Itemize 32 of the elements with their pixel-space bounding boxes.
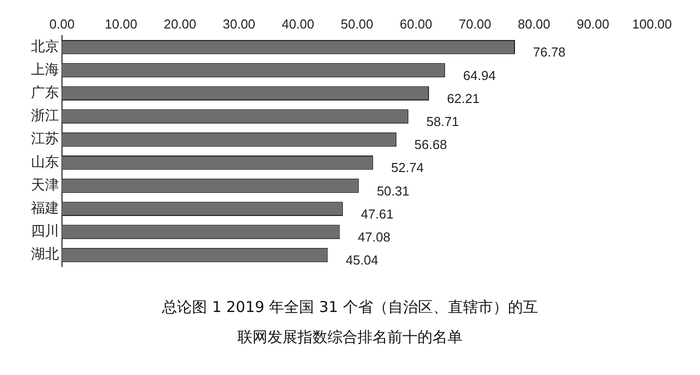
x-tick-label: 10.00 [104, 16, 138, 32]
y-tick-label: 上海 [31, 62, 59, 78]
x-tick-label: 100.00 [632, 16, 672, 32]
data-label: 62.21 [447, 90, 480, 106]
y-tick-label: 湖北 [31, 246, 59, 263]
y-tick-label: 福建 [31, 200, 59, 216]
x-tick-label: 50.00 [340, 16, 374, 32]
x-tick-label: 60.00 [400, 16, 432, 32]
y-tick-label: 四川 [31, 224, 59, 240]
data-label: 47.08 [358, 230, 390, 245]
y-tick-label: 北京 [31, 38, 59, 55]
x-tick-label: 70.00 [458, 16, 492, 32]
x-tick-label: 80.00 [518, 16, 550, 32]
x-tick-label: 0.00 [49, 16, 75, 32]
data-label: 47.61 [360, 206, 394, 222]
data-label: 45.04 [346, 252, 378, 268]
data-label: 58.71 [426, 114, 459, 130]
y-tick-label: 江苏 [31, 131, 59, 148]
x-tick-label: 40.00 [282, 16, 314, 32]
y-tick-label: 广东 [31, 84, 59, 101]
data-label: 64.94 [463, 68, 496, 83]
x-tick-label: 30.00 [222, 16, 256, 32]
data-label: 56.68 [414, 137, 447, 152]
y-tick-label: 浙江 [31, 108, 59, 124]
x-tick-label: 20.00 [164, 16, 196, 32]
text: 总论图 1 2019 年全国 31 个省（自治区、直辖市）的互联网发展指数综合排名前十的名单 [161, 297, 539, 348]
x-tick-label: 90.00 [576, 16, 610, 32]
data-label: 50.31 [376, 183, 410, 198]
y-tick-label: 天津 [31, 177, 59, 194]
data-label: 52.74 [391, 160, 424, 176]
y-tick-label: 山东 [31, 154, 59, 170]
data-label: 76.78 [533, 44, 566, 60]
